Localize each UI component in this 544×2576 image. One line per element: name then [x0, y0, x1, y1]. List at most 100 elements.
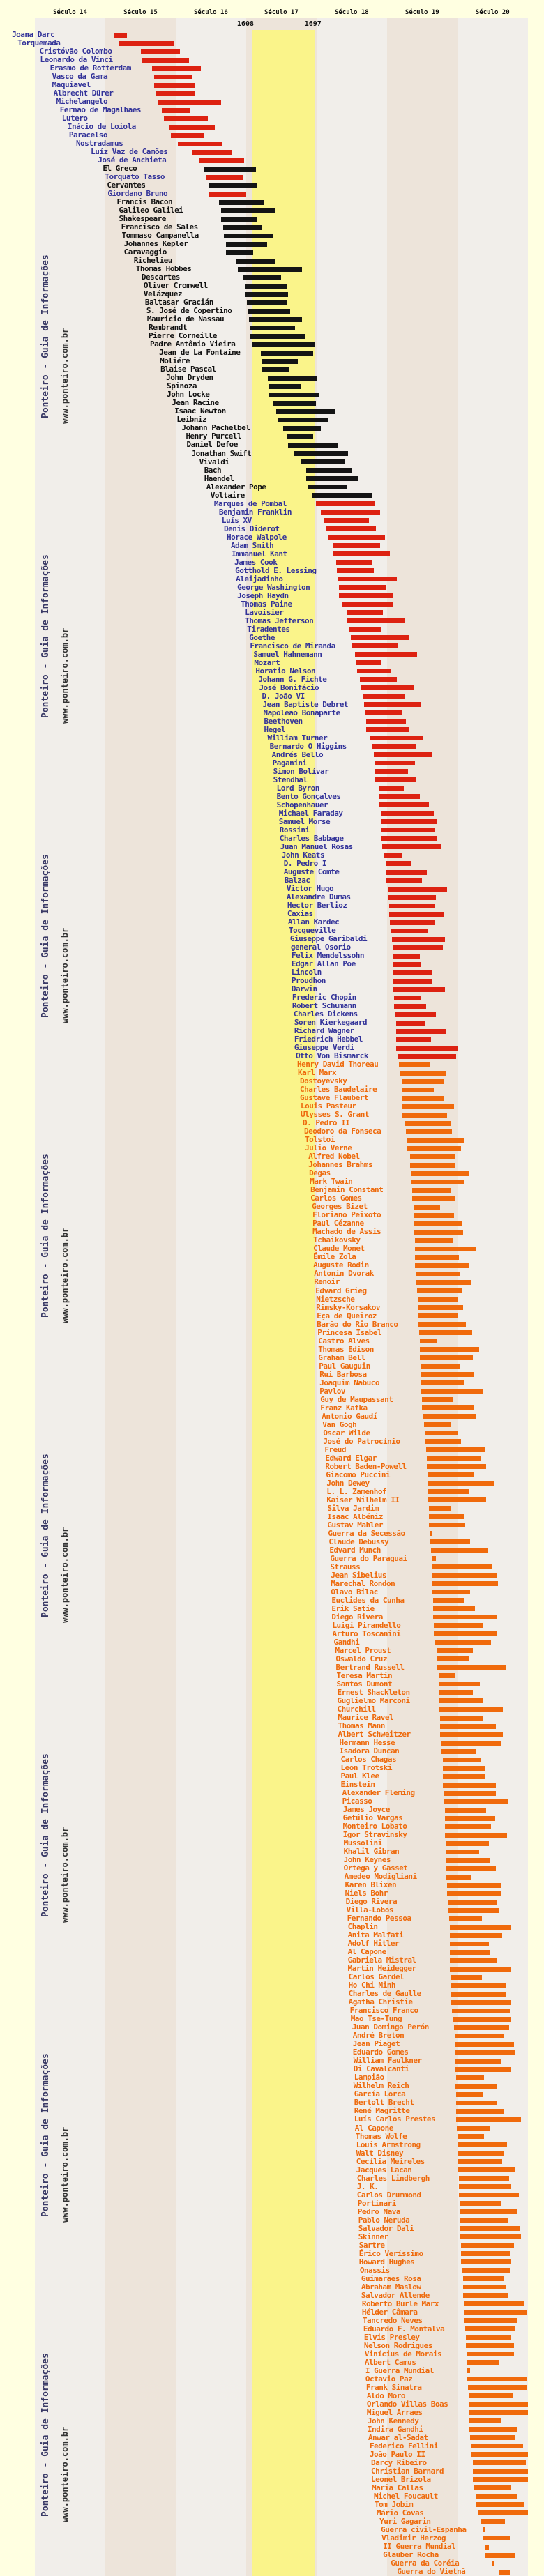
lifespan-bar	[407, 1145, 461, 1151]
century-label: Século 18	[334, 9, 369, 16]
person-label: Darcy Ribeiro	[370, 2457, 427, 2467]
lifespan-bar	[336, 560, 372, 565]
lifespan-bar	[246, 300, 287, 305]
century-label: Século 15	[123, 9, 158, 16]
lifespan-bar	[395, 1028, 446, 1034]
lifespan-bar	[237, 266, 302, 272]
lifespan-bar	[438, 1673, 455, 1679]
lifespan-bar	[315, 501, 375, 507]
person-label: Pablo Neruda	[358, 2215, 410, 2225]
lifespan-bar	[405, 1120, 451, 1126]
lifespan-bar	[485, 2552, 515, 2558]
lifespan-bar	[119, 40, 174, 46]
person-label: Joseph Haydn	[237, 590, 289, 600]
lifespan-bar	[439, 1715, 484, 1721]
lifespan-bar	[421, 1380, 464, 1386]
person-label: Maquiavel	[52, 80, 91, 90]
lifespan-bar	[415, 1263, 469, 1268]
person-label: John Keynes	[343, 1855, 391, 1865]
person-label: Marechal Rondon	[331, 1578, 395, 1588]
lifespan-bar	[455, 2083, 498, 2089]
lifespan-bar	[439, 1698, 484, 1704]
lifespan-bar	[450, 1991, 507, 1997]
person-label: Erik Satie	[331, 1603, 375, 1613]
person-label: Rembrandt	[148, 323, 188, 333]
person-label: Martin Heidegger	[347, 1964, 416, 1974]
lifespan-bar	[418, 1297, 458, 1302]
lifespan-bar	[447, 1899, 498, 1905]
lifespan-bar	[416, 1279, 471, 1285]
person-label: Luís XV	[221, 515, 252, 525]
lifespan-bar	[458, 2159, 503, 2165]
lifespan-bar	[430, 1531, 433, 1537]
person-label: Émile Zola	[313, 1252, 356, 1262]
lifespan-bar	[429, 1514, 464, 1520]
lifespan-bar	[481, 2519, 506, 2524]
lifespan-bar	[415, 1254, 459, 1260]
person-label: Thomas Jefferson	[245, 616, 314, 625]
person-label: Chaplin	[347, 1922, 378, 1932]
lifespan-bar	[342, 602, 393, 607]
lifespan-bar	[433, 1606, 475, 1612]
lifespan-bar	[223, 233, 274, 238]
person-label: Caxias	[287, 909, 313, 919]
lifespan-bar	[225, 250, 253, 255]
lifespan-bar	[378, 802, 430, 808]
person-label: Schopenhauer	[276, 800, 328, 809]
lifespan-bar	[402, 1112, 447, 1118]
person-label: Spinoza	[167, 381, 197, 391]
lifespan-bar	[449, 1941, 490, 1946]
person-label: Oscar Wilde	[323, 1428, 370, 1438]
person-label: Isaac Albéniz	[327, 1511, 383, 1521]
person-label: Al Capone	[354, 2123, 394, 2133]
person-label: Giuseppe Verdi	[294, 1043, 354, 1053]
person-label: D. João VI	[262, 691, 305, 701]
person-label: Euclides da Cunha	[331, 1595, 405, 1605]
lifespan-bar	[422, 1397, 453, 1403]
lifespan-bar	[245, 291, 289, 297]
person-label: Joana Darc	[12, 30, 55, 39]
person-label: Mussolini	[343, 1838, 383, 1848]
watermark-ponteiro-guia: Ponteiro - Guia de Informações	[40, 254, 51, 418]
lifespan-bar	[333, 543, 380, 549]
lifespan-bar	[460, 2234, 521, 2240]
person-label: Auguste Comte	[283, 867, 340, 876]
person-label: Niels Bohr	[345, 1889, 388, 1898]
lifespan-bar	[439, 1690, 473, 1695]
lifespan-bar	[433, 1615, 498, 1620]
lifespan-bar	[423, 1414, 476, 1419]
lifespan-bar	[471, 2444, 523, 2449]
century-column	[457, 18, 528, 2576]
person-label: Luíz Vaz de Camões	[91, 147, 168, 157]
lifespan-bar	[418, 1322, 466, 1327]
person-label: Olavo Bilac	[331, 1587, 378, 1596]
lifespan-bar	[448, 1916, 483, 1921]
lifespan-bar	[431, 1548, 489, 1553]
person-label: Diego Rivera	[331, 1612, 383, 1622]
lifespan-bar	[339, 593, 393, 599]
person-label: Maria Callas	[371, 2483, 423, 2492]
lifespan-bar	[347, 618, 406, 624]
lifespan-bar	[446, 1882, 501, 1888]
person-label: Edvard Munch	[329, 1545, 381, 1555]
person-label: Adolf Hitler	[347, 1939, 400, 1949]
lifespan-bar	[457, 2134, 485, 2139]
watermark-ponteiro-guia: Ponteiro - Guia de Informações	[40, 554, 51, 718]
lifespan-bar	[373, 752, 433, 758]
person-label: William Faulkner	[353, 2056, 422, 2066]
person-label: Amedeo Modigliani	[344, 1872, 418, 1882]
person-label: Eça de Queiroz	[317, 1311, 377, 1320]
person-label: Tiradentes	[247, 624, 290, 634]
lifespan-bar	[437, 1656, 469, 1662]
lifespan-bar	[261, 350, 313, 356]
lifespan-bar	[389, 920, 436, 925]
person-label: Mao Tse-Tung	[350, 2014, 402, 2024]
lifespan-bar	[371, 744, 417, 749]
person-label: Johannes Kepler	[123, 239, 188, 249]
person-label: Bertrand Russell	[335, 1662, 405, 1672]
person-label: Charles de Gaulle	[348, 1989, 422, 1999]
lifespan-bar	[395, 1045, 458, 1051]
lifespan-bar	[407, 1137, 464, 1143]
person-label: Samuel Hahnemann	[253, 649, 322, 659]
person-label: Charles Babbage	[279, 833, 344, 843]
